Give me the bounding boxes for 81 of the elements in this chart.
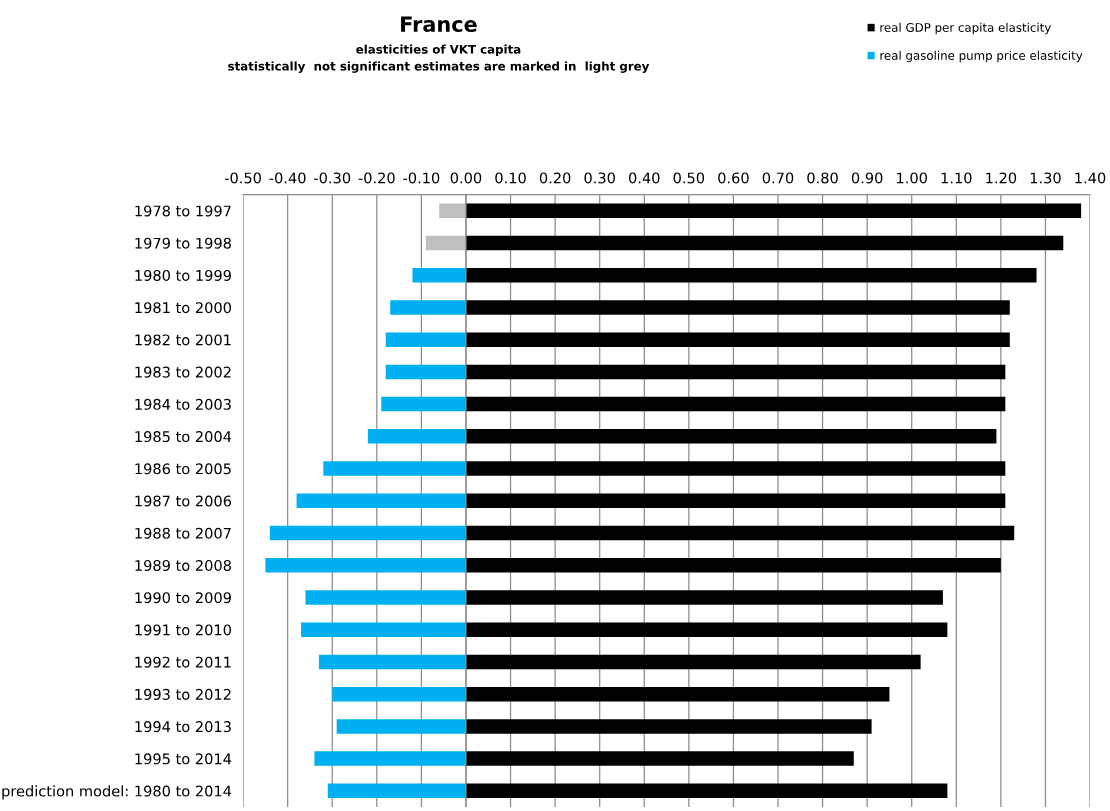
bar [390, 300, 466, 315]
y-tick-label: 1988 to 2007 [135, 527, 231, 539]
bar [465, 622, 948, 637]
bar [465, 429, 997, 444]
bar [296, 493, 466, 509]
x-tick-label: 0.50 [673, 172, 705, 184]
bar [465, 751, 854, 766]
bar [367, 429, 466, 444]
x-tick-label: -0.40 [269, 172, 306, 184]
x-tick-label: 1.10 [941, 172, 972, 184]
x-tick-label: -0.30 [314, 172, 351, 184]
bar [332, 686, 466, 702]
bar [465, 686, 890, 702]
chart-subtitle: elasticities of VKT capita statistically not significant estimates are marked in light grey [228, 44, 650, 73]
bar [465, 332, 1010, 347]
x-tick-label: 0.40 [628, 172, 660, 184]
x-tick-label: -0.10 [403, 172, 440, 184]
bar [465, 267, 1037, 283]
y-tick-label: 1983 to 2002 [135, 366, 231, 378]
bar [465, 461, 1006, 476]
y-tick-label: 1980 to 1999 [135, 269, 231, 281]
bar [465, 493, 1006, 509]
y-tick-label: 1985 to 2004 [135, 431, 232, 443]
x-tick-label: 0.10 [495, 172, 526, 184]
bar [465, 590, 943, 605]
y-tick-label: 1981 to 2000 [135, 302, 232, 314]
legend-label: real GDP per capita elasticity [880, 22, 1051, 35]
y-tick-label: 1995 to 2014 [135, 753, 232, 765]
y-tick-label: 1994 to 2013 [135, 721, 231, 733]
x-tick-label: 1.20 [986, 172, 1017, 184]
x-tick-label: 1.00 [897, 172, 927, 184]
y-tick-label: prediction model: 1980 to 2014 [2, 785, 232, 800]
bar [381, 396, 466, 412]
bar [465, 557, 1001, 573]
bar [465, 525, 1015, 541]
y-tick-label: 1978 to 1997 [135, 205, 231, 217]
bar [265, 557, 466, 573]
legend-label: real gasoline pump price elasticity [880, 50, 1083, 63]
bar [465, 300, 1010, 315]
x-tick-label: 0.20 [539, 172, 571, 184]
y-tick-label: 1990 to 2009 [135, 592, 231, 604]
chart-title: France [401, 16, 477, 32]
bar [465, 783, 948, 799]
bar [269, 525, 466, 541]
bar [465, 203, 1082, 218]
x-tick-label: 0.90 [851, 172, 883, 184]
bar [425, 235, 466, 251]
y-tick-label: 1989 to 2008 [135, 559, 231, 571]
x-tick-label: 0.70 [762, 172, 794, 184]
y-tick-label: 1992 to 2011 [135, 656, 231, 668]
y-tick-label: 1982 to 2001 [135, 334, 231, 346]
bar [385, 332, 466, 347]
y-tick-label: 1991 to 2010 [135, 624, 232, 636]
bar [318, 654, 466, 670]
bar [465, 235, 1064, 251]
bar [439, 203, 466, 218]
bar [327, 783, 466, 799]
bar [385, 364, 466, 380]
y-tick-label: 1993 to 2012 [135, 688, 231, 700]
bar [465, 364, 1006, 380]
bar [314, 751, 466, 766]
x-tick-label: 0.00 [450, 172, 482, 184]
y-tick-label: 1986 to 2005 [135, 463, 231, 475]
x-tick-label: -0.50 [224, 172, 261, 184]
bar [465, 719, 872, 734]
bar [412, 267, 466, 283]
x-tick-label: 0.80 [807, 172, 838, 184]
bar [323, 461, 466, 476]
x-tick-label: -0.20 [358, 172, 395, 184]
bar [465, 396, 1006, 412]
y-tick-label: 1979 to 1998 [135, 237, 231, 249]
x-tick-label: 1.40 [1075, 172, 1106, 184]
bar [301, 622, 466, 637]
bar [336, 719, 466, 734]
y-tick-label: 1984 to 2003 [135, 398, 231, 410]
x-tick-label: 1.30 [1030, 172, 1061, 184]
x-tick-label: 0.60 [718, 172, 749, 184]
bar [305, 590, 466, 605]
bar [465, 654, 921, 670]
x-tick-label: 0.30 [584, 172, 615, 184]
y-tick-label: 1987 to 2006 [135, 495, 232, 507]
